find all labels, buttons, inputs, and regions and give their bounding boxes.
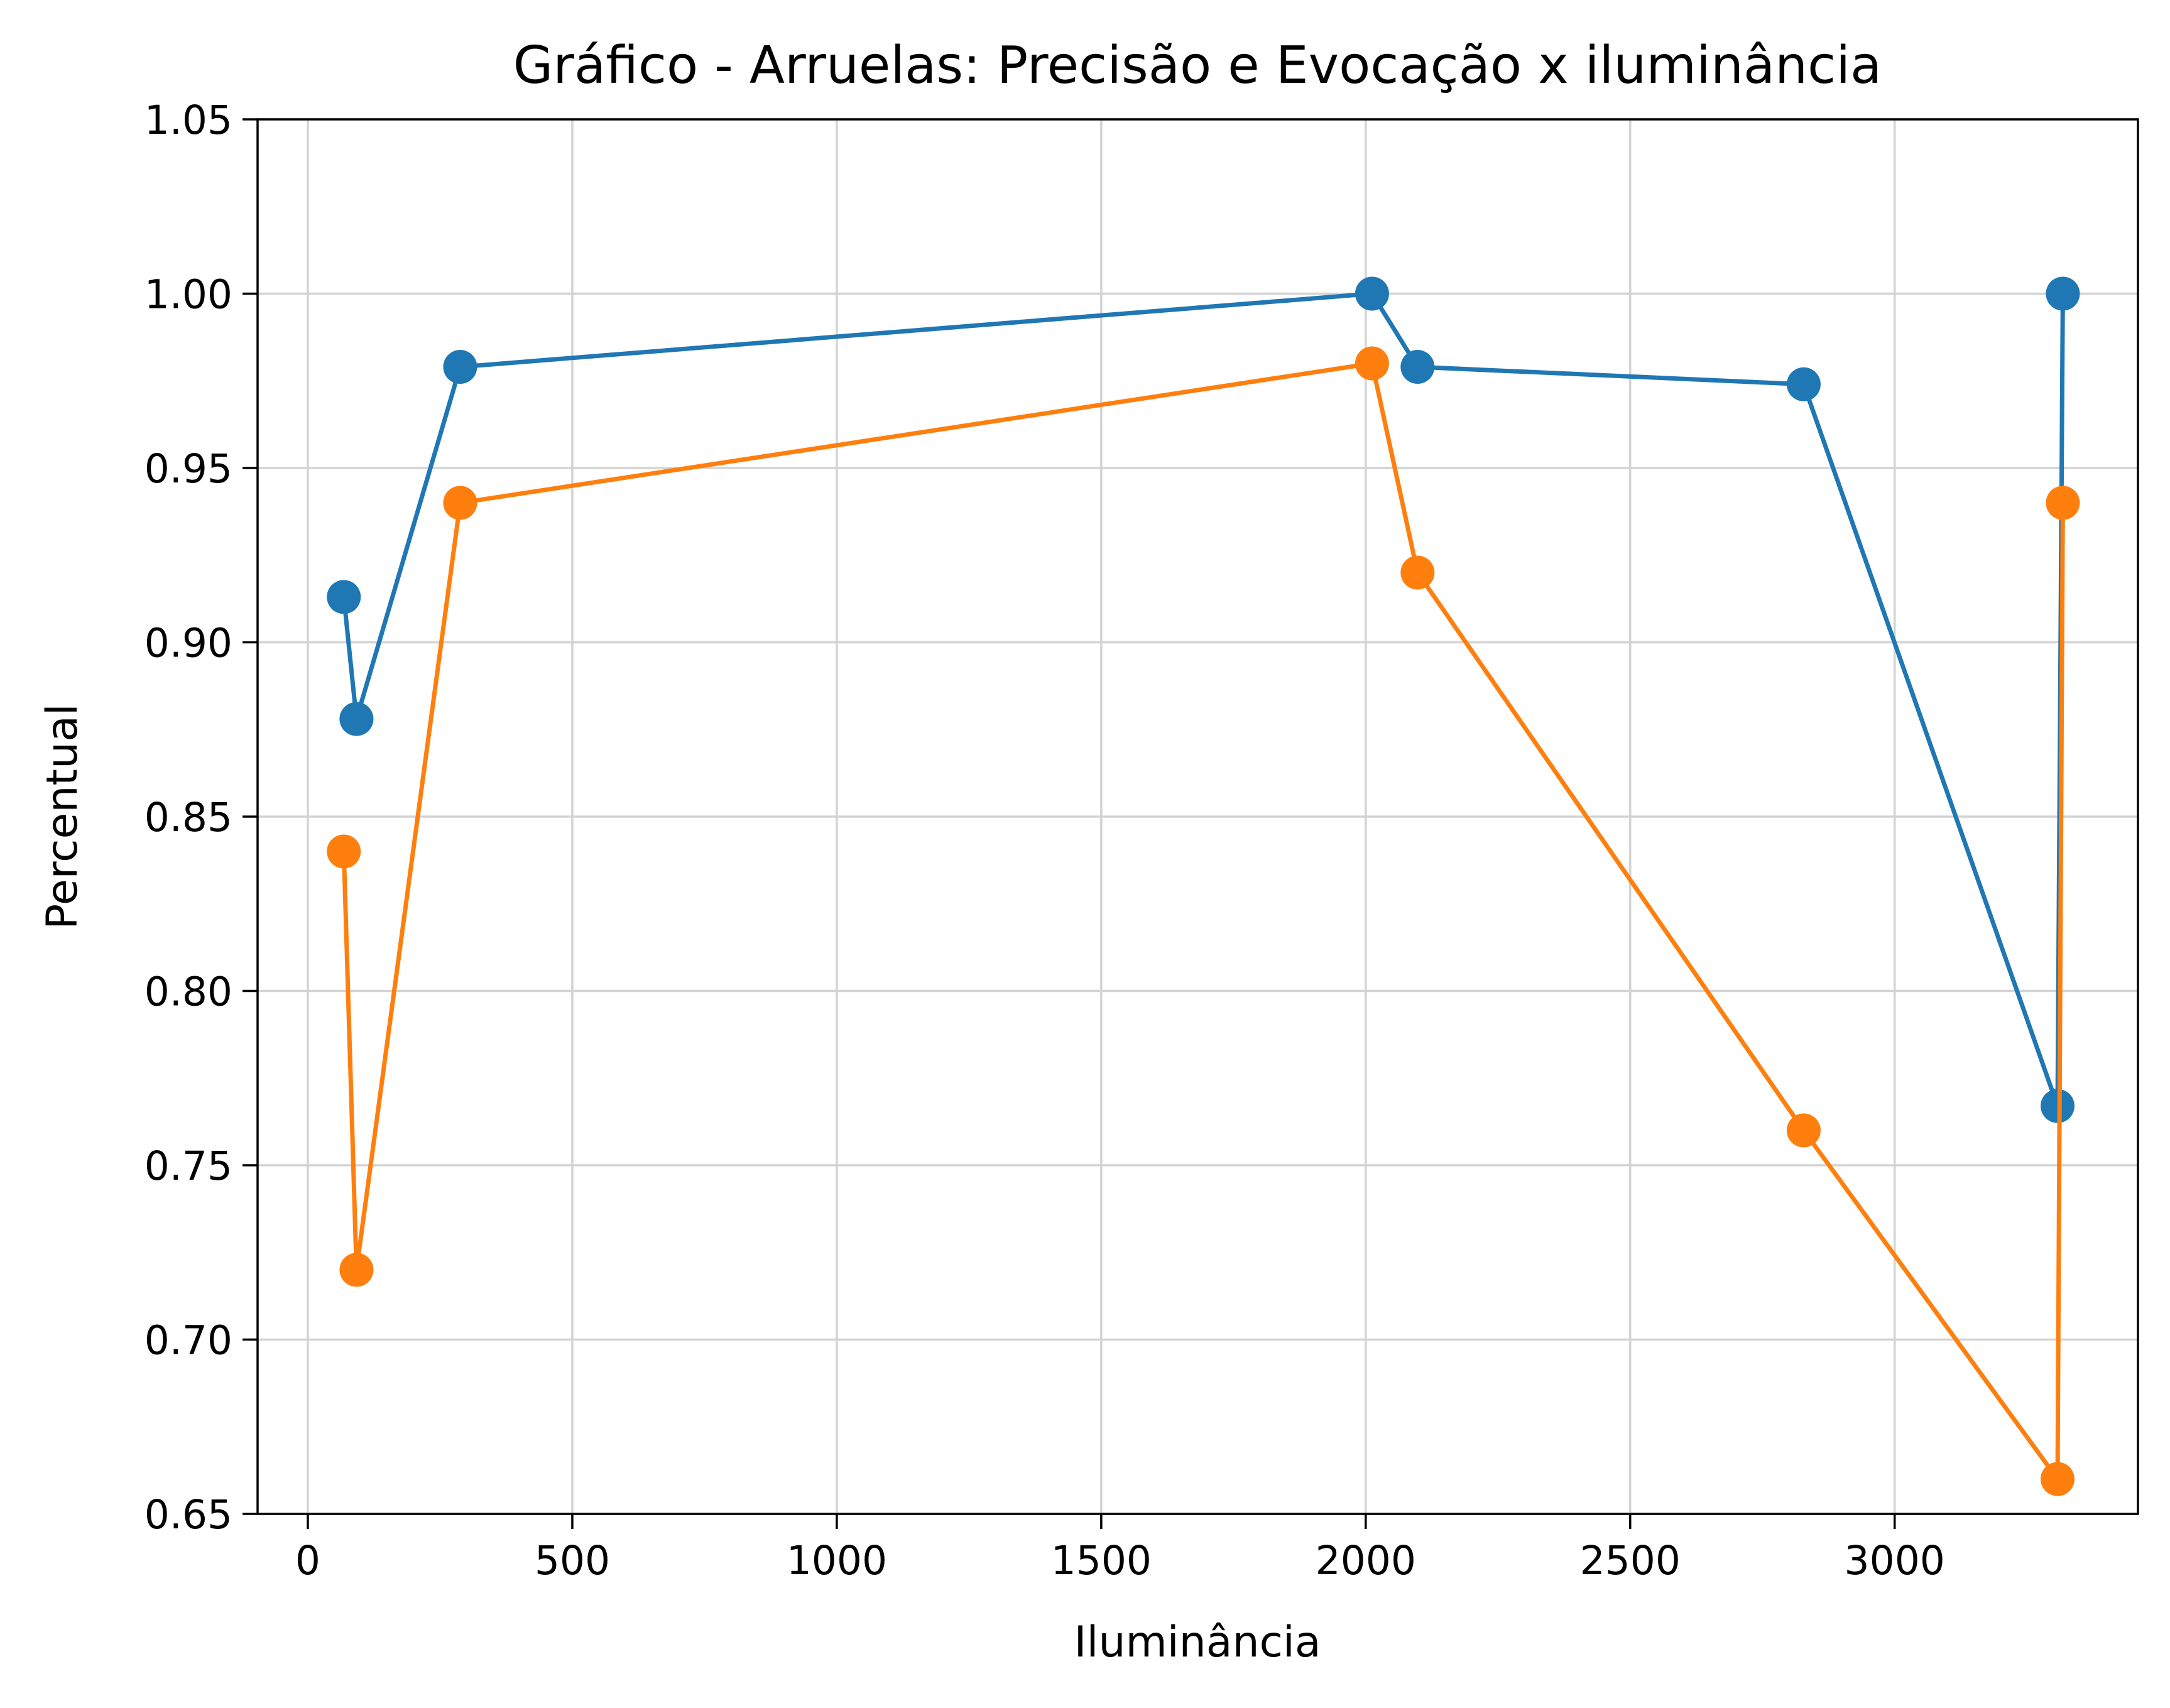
series-2-point [2041,1462,2075,1496]
series-2-point [1355,346,1389,381]
y-tick-label: 0.90 [144,621,232,666]
series-2-point [1400,555,1435,590]
x-tick-label: 3000 [1845,1538,1945,1584]
series-2-line [341,361,2065,1481]
y-tick-label: 0.75 [144,1143,232,1189]
series-2-point [443,486,477,520]
series-1-point [2046,276,2080,311]
chart-title: Gráfico - Arruelas: Precisão e Evocação … [513,36,1882,95]
grid-lines [258,118,2138,1515]
y-tick-label: 0.80 [144,969,232,1015]
series-1-point [339,702,374,736]
x-tick-label: 1500 [1051,1538,1152,1584]
y-axis-label: Percentual [38,704,87,930]
series-layer [327,276,2080,1496]
series-1-point [327,580,361,614]
series-1-point [1786,367,1821,401]
series-2-point [327,834,361,869]
x-tick-label: 1000 [787,1538,887,1584]
series-1-line [341,291,2065,1109]
y-tick-label: 1.05 [144,97,232,143]
y-tick-label: 0.65 [144,1492,232,1538]
x-tick-label: 0 [295,1538,320,1584]
series-2-point [1786,1113,1821,1148]
y-tick-label: 0.85 [144,795,232,840]
series-2-point [2046,486,2080,520]
y-tick-label: 1.00 [144,272,232,318]
series-1-point [443,350,477,384]
series-1-point [1400,350,1435,384]
series-2-point [339,1253,374,1287]
x-tick-label: 500 [535,1538,610,1584]
x-tick-label: 2000 [1316,1538,1416,1584]
y-tick-label: 0.95 [144,446,232,492]
series-1-point [1355,276,1389,311]
x-axis-label: Iluminância [1074,1618,1321,1667]
tick-layer: 0 500 1000 1500 2000 2500 3000 0.65 0.70 0.75 0.80… [144,97,1945,1584]
x-tick-label: 2500 [1580,1538,1681,1584]
y-tick-label: 0.70 [144,1318,232,1364]
